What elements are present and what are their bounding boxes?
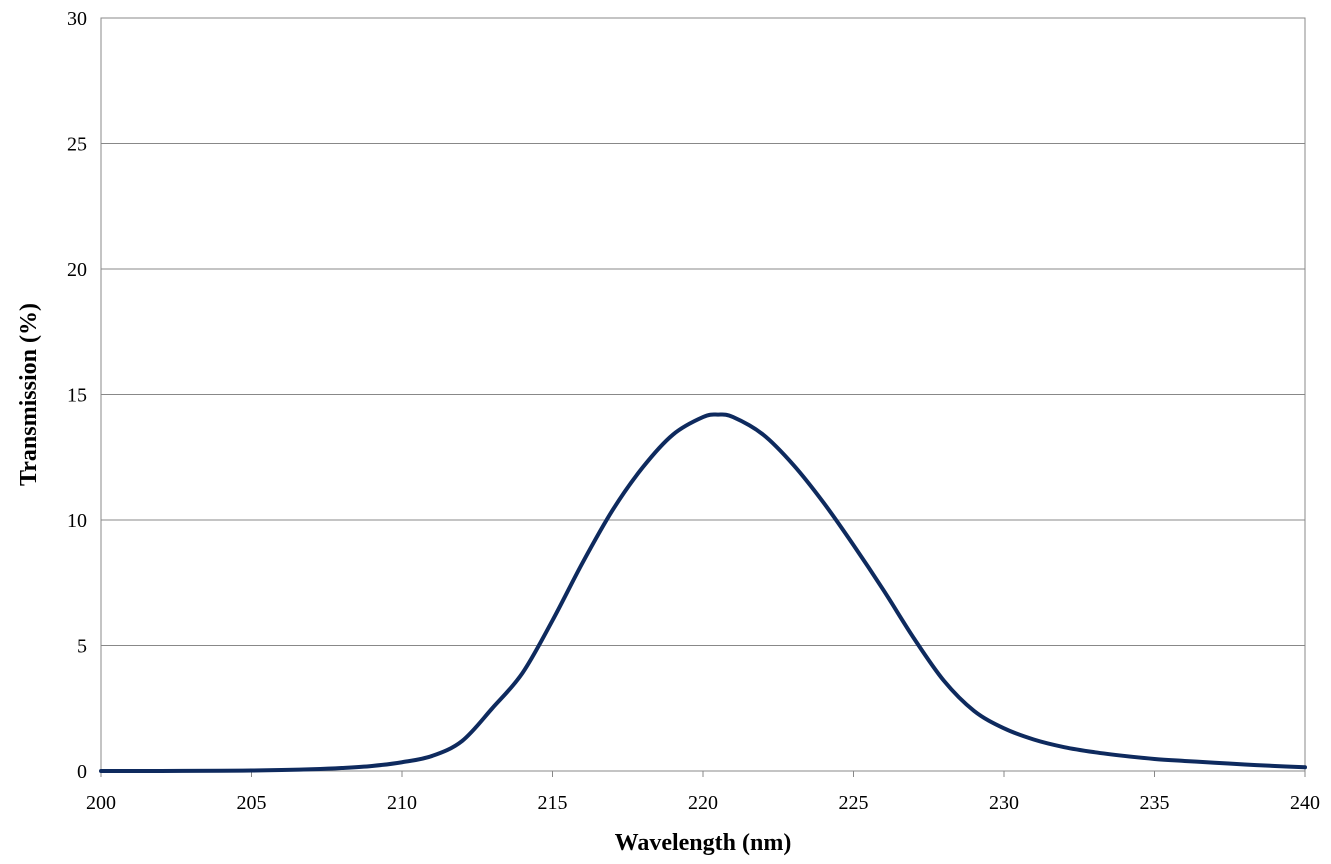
y-tick-label: 20 bbox=[67, 259, 87, 281]
series-line-0 bbox=[99, 412, 1307, 774]
y-tick-label: 10 bbox=[67, 510, 87, 532]
y-axis-title: Transmission (%) bbox=[16, 303, 42, 486]
x-tick-label: 235 bbox=[1140, 792, 1170, 814]
axis-ticks: 0 5 10 15 20 25 30 200 205 210 215 220 225 230 235 240 bbox=[67, 8, 1320, 814]
x-tick-label: 215 bbox=[538, 792, 568, 814]
x-tick-label: 200 bbox=[86, 792, 116, 814]
y-tick-label: 5 bbox=[77, 636, 87, 658]
x-tick-label: 210 bbox=[387, 792, 417, 814]
y-tick-label: 30 bbox=[67, 8, 87, 30]
x-axis-title: Wavelength (nm) bbox=[615, 830, 792, 856]
series-group bbox=[99, 412, 1307, 774]
x-tick-label: 205 bbox=[237, 792, 267, 814]
x-tick-label: 230 bbox=[989, 792, 1019, 814]
x-tick-label: 225 bbox=[839, 792, 869, 814]
y-tick-label: 0 bbox=[77, 761, 87, 783]
x-tick-label: 220 bbox=[688, 792, 718, 814]
y-tick-label: 15 bbox=[67, 385, 87, 407]
x-tick-label: 240 bbox=[1290, 792, 1320, 814]
y-tick-label: 25 bbox=[67, 134, 87, 156]
gridlines bbox=[101, 17, 1305, 772]
